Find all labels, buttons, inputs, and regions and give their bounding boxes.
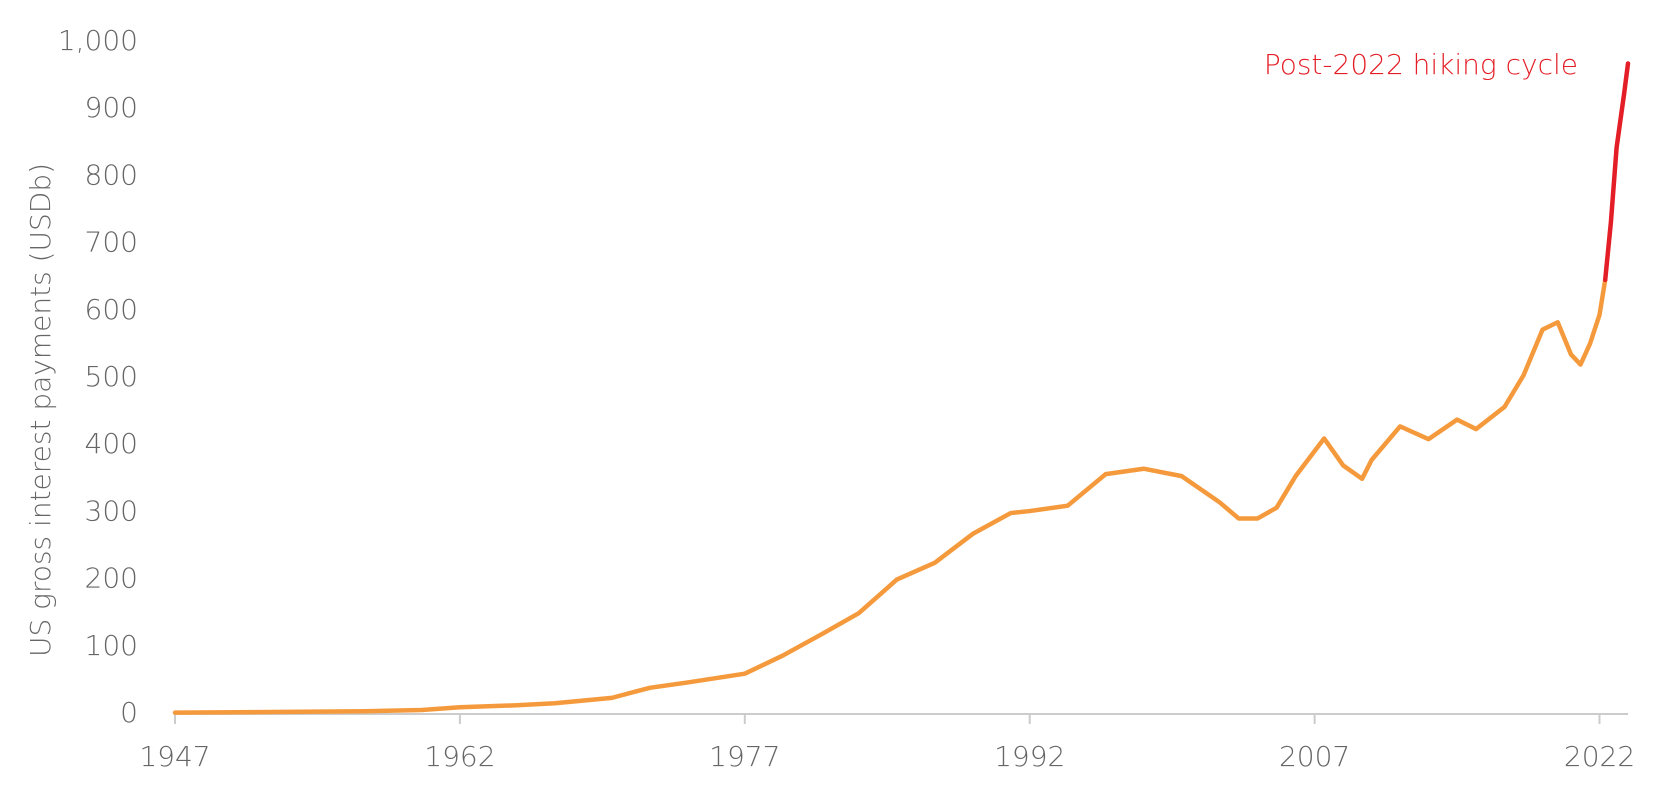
y-tick-label: 100 (85, 629, 138, 662)
y-tick-label: 500 (85, 360, 138, 393)
x-tick-label: 1962 (424, 740, 495, 773)
x-tick-label: 1947 (139, 740, 210, 773)
y-axis-label: US gross interest payments (USDb) (24, 163, 57, 657)
annotation: Post-2022 hiking cycle (1264, 48, 1578, 81)
y-tick-label: 0 (120, 696, 138, 729)
line (172, 277, 1608, 715)
y-tick-label: 700 (85, 226, 138, 259)
y-tick-label: 900 (85, 91, 138, 124)
x-tick-label: 1992 (994, 740, 1065, 773)
x-tick-label: 1977 (709, 740, 780, 773)
y-tick-label: 300 (85, 494, 138, 527)
y-tick-label: 800 (85, 158, 138, 191)
x-tick-label: 2007 (1279, 740, 1350, 773)
line (1602, 61, 1631, 283)
x-tick-label: 2022 (1564, 740, 1635, 773)
y-tick-label: 1,000 (58, 24, 138, 57)
y-tick-label: 400 (85, 427, 138, 460)
y-tick-label: 600 (85, 293, 138, 326)
y-tick-label: 200 (85, 562, 138, 595)
